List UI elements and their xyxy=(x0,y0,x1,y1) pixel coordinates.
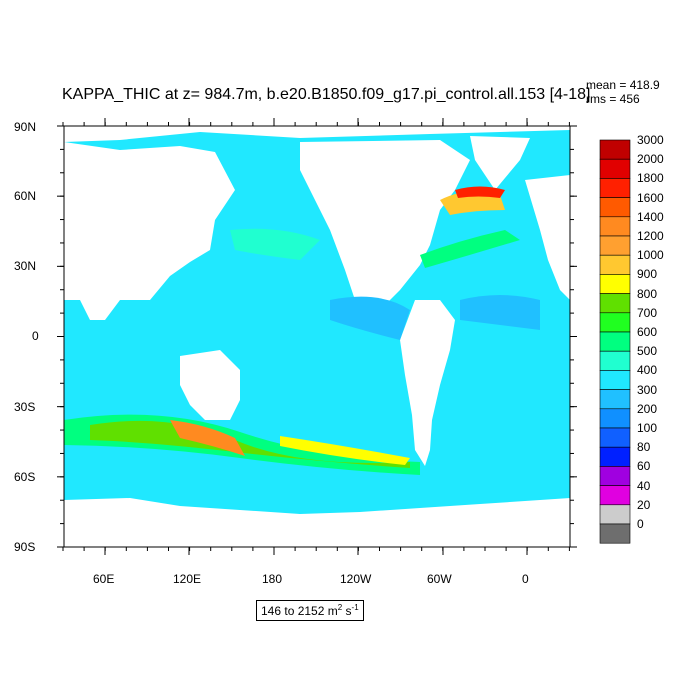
axis-ticks xyxy=(57,118,577,555)
map-title: KAPPA_THIC at z= 984.7m, b.e20.B1850.f09… xyxy=(62,86,591,103)
range-sup-1: 2 xyxy=(337,603,343,612)
colorbar-box xyxy=(599,235,631,256)
colorbar-box xyxy=(599,504,631,525)
southern-band-lime xyxy=(90,420,410,468)
colorbar-box xyxy=(599,446,631,467)
labrador-orange xyxy=(440,191,505,215)
colorbar-box xyxy=(599,312,631,333)
colorbar-box xyxy=(599,293,631,314)
atlantic-blue-region xyxy=(460,295,540,330)
labrador-red xyxy=(455,186,505,198)
colorbar-level-label: 900 xyxy=(637,267,658,282)
colorbar-level-label: 500 xyxy=(637,344,658,359)
colorbar-box xyxy=(599,408,631,429)
colorbar-level-label: 1800 xyxy=(637,171,664,186)
lon-label: 120E xyxy=(173,572,202,586)
colorbar-box xyxy=(599,523,631,544)
colorbar-level-label: 60 xyxy=(637,459,651,474)
arctic-land xyxy=(64,126,570,142)
colorbar-level-label: 3000 xyxy=(637,133,664,147)
colorbar-level-label: 600 xyxy=(637,325,658,339)
lat-label: 30S xyxy=(14,400,36,414)
colorbar-box xyxy=(599,216,631,237)
colorbar-box xyxy=(599,389,631,410)
greenland-land xyxy=(470,136,530,190)
colorbar-level-label: 1200 xyxy=(637,229,664,243)
colorbar-box xyxy=(599,158,631,179)
colorbar-level-label: 300 xyxy=(637,382,658,397)
north-america-land xyxy=(300,140,470,312)
rms-stat: rms = 456 xyxy=(586,92,640,106)
colorbar-box xyxy=(599,254,631,275)
asia-land xyxy=(64,142,235,320)
range-sup-2: -1 xyxy=(351,603,359,612)
lon-label: 180 xyxy=(262,572,283,586)
colorbar-level-label: 800 xyxy=(637,286,658,301)
colorbar-level-label: 700 xyxy=(637,305,658,320)
colorbar-level-label: 100 xyxy=(637,421,658,435)
colorbar-level-label: 200 xyxy=(637,401,658,416)
colorbar-level-label: 1600 xyxy=(637,190,664,205)
southern-band-yellow xyxy=(280,436,410,465)
colorbar-level-label: 0 xyxy=(637,517,644,531)
colorbar-level-label: 400 xyxy=(637,363,658,378)
colorbar-level-label: 40 xyxy=(637,478,651,493)
lat-label: 30N xyxy=(14,259,37,273)
south-america-land xyxy=(400,300,455,466)
colorbar-level-label: 20 xyxy=(637,497,651,512)
lon-label: 0 xyxy=(522,572,529,586)
colorbar-box xyxy=(599,139,631,160)
colorbar-level-label: 1000 xyxy=(637,248,664,263)
colorbar-box xyxy=(599,427,631,448)
colorbar-level-label: 80 xyxy=(637,440,651,455)
colorbar-box xyxy=(599,331,631,352)
range-text: 146 to 2152 m xyxy=(261,604,338,618)
colorbar-box xyxy=(599,466,631,486)
lat-label: 90S xyxy=(14,540,36,554)
colorbar xyxy=(599,139,631,544)
lon-label: 60W xyxy=(427,572,452,586)
north-pacific-cyan xyxy=(230,228,320,260)
lat-label: 60N xyxy=(14,189,37,203)
colorbar-level-label: 1400 xyxy=(637,209,664,224)
colorbar-level-label: 2000 xyxy=(637,152,664,167)
colorbar-box xyxy=(599,197,631,218)
lon-label: 120W xyxy=(340,572,372,586)
lat-label: 60S xyxy=(14,470,36,484)
units-range-box: 146 to 2152 m2 s-1 xyxy=(256,600,364,621)
colorbar-box xyxy=(599,485,631,506)
lon-label: 60E xyxy=(93,572,115,586)
australia-land xyxy=(180,350,240,420)
lat-label: 0 xyxy=(32,329,39,343)
colorbar-box xyxy=(599,178,631,198)
mean-stat: mean = 418.9 xyxy=(586,78,660,92)
colorbar-box xyxy=(599,370,631,390)
colorbar-box xyxy=(599,274,631,294)
range-text-mid: s xyxy=(342,604,352,618)
colorbar-box xyxy=(599,350,631,371)
gulf-stream-green xyxy=(420,230,520,268)
europe-africa-land xyxy=(525,175,570,300)
lat-label: 90N xyxy=(14,120,37,134)
tropical-blue-region xyxy=(330,296,410,340)
antarctica xyxy=(64,498,570,547)
australia-band-orange xyxy=(170,420,245,456)
